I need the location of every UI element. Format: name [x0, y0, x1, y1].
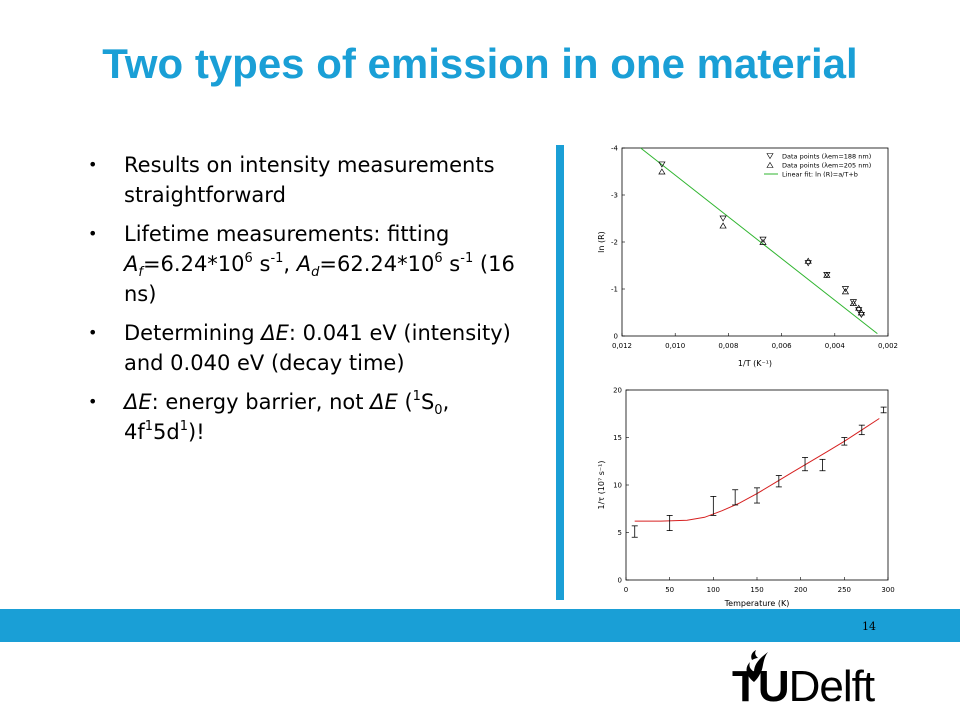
arrhenius-chart: 0,012 0,010 0,008 0,006 0,004 0,002 0 -1 -2 -3 -4 1…	[597, 145, 898, 369]
bullet-list: Results on intensity measurements straig…	[86, 150, 536, 456]
x-axis-label: 1/T (K⁻¹)	[738, 359, 772, 368]
bullet-text: Lifetime measurements: fitting	[124, 222, 450, 246]
bullet-item-3: Determining ΔE: 0.041 eV (intensity) and…	[86, 318, 536, 378]
subscript: 0	[434, 403, 443, 419]
data-point-188	[719, 215, 727, 222]
superscript: -1	[270, 251, 284, 266]
data-point-205	[759, 238, 767, 245]
y-tick-label: 0	[618, 577, 622, 585]
bullet-item-4: ΔE: energy barrier, not ΔE (1S0, 4f15d1)…	[86, 387, 536, 447]
x-tick-label: 50	[665, 586, 674, 594]
data-point-205	[849, 299, 858, 306]
y-tick-label: -1	[611, 286, 618, 294]
symbol-delta-e: ΔE	[261, 321, 289, 345]
page-number: 14	[862, 620, 876, 633]
fit-curve	[634, 418, 880, 522]
data-point-205	[719, 222, 727, 229]
data-point-205	[823, 271, 831, 278]
data-point-205	[804, 257, 812, 264]
data-point-188	[658, 161, 666, 168]
decay-rate-chart: 0 50 100 150 200 250 300 0 5 10 15 20 Temperature (K…	[597, 387, 895, 609]
data-point-188	[823, 272, 831, 279]
subscript: d	[311, 265, 320, 281]
x-axis-label: Temperature (K)	[724, 599, 790, 608]
subscript: f	[138, 265, 143, 281]
symbol-a: A	[296, 252, 312, 276]
y-axis-label: 1/τ (10⁷ s⁻¹)	[597, 461, 606, 510]
legend-label: Linear fit: ln (R)=a/T+b	[782, 171, 858, 179]
data-point-188	[759, 236, 767, 243]
data-point-205	[857, 309, 866, 316]
legend-marker	[766, 153, 774, 160]
symbol-a: A	[124, 252, 139, 276]
value: =62.24*10	[319, 252, 435, 276]
legend-label: Data points (λem=205 nm)	[782, 162, 871, 170]
superscript: 1	[412, 389, 421, 404]
x-tick-label: 0	[624, 586, 628, 594]
x-tick-label: 0,010	[665, 342, 685, 350]
logo-text: TUDelft	[732, 662, 875, 711]
x-tick-label: 250	[838, 586, 851, 594]
superscript: -1	[460, 251, 474, 266]
y-tick-label: 5	[618, 529, 622, 537]
legend-marker	[766, 161, 774, 168]
x-tick-label: 0,006	[772, 342, 793, 350]
y-tick-label: 15	[613, 434, 622, 442]
tudelft-logo: TUDelft	[732, 648, 902, 714]
superscript: 1	[144, 419, 154, 434]
bullet-text: 5d	[153, 420, 180, 444]
bullet-text: : 0.041 eV (intensity) and 0.040 eV (dec…	[124, 321, 511, 375]
separator: ,	[283, 252, 297, 276]
x-tick-label: 0,004	[825, 342, 846, 350]
fit-line	[640, 147, 878, 335]
slide-title: Two types of emission in one material	[102, 40, 858, 87]
footer-band	[0, 609, 960, 642]
y-tick-label: 0	[614, 333, 618, 341]
legend-label: Data points (λem=188 nm)	[782, 153, 871, 161]
x-tick-label: 0,008	[718, 342, 738, 350]
y-tick-label: -2	[611, 239, 618, 247]
y-tick-label: 20	[613, 387, 622, 395]
bullet-text: : energy barrier, not	[151, 390, 371, 414]
bullet-text: Results on intensity measurements straig…	[124, 153, 495, 207]
vertical-divider	[556, 145, 564, 600]
data-point-205	[841, 288, 850, 295]
term-symbol: S	[420, 390, 435, 414]
bullet-item-2: Lifetime measurements: fitting Af=6.24*1…	[86, 219, 536, 309]
y-axis-label: ln (R)	[597, 231, 606, 253]
superscript: 6	[244, 251, 253, 266]
superscript: 6	[434, 251, 443, 266]
symbol-delta-e: ΔE	[124, 390, 152, 414]
x-tick-label: 0,012	[612, 342, 632, 350]
bullet-text: )!	[188, 420, 205, 444]
x-tick-label: 150	[750, 586, 763, 594]
x-tick-label: 200	[794, 586, 807, 594]
value: =6.24*10	[142, 252, 245, 276]
bullet-item-1: Results on intensity measurements straig…	[86, 150, 536, 210]
data-point-188	[849, 299, 858, 306]
y-tick-label: 10	[613, 482, 622, 490]
y-tick-label: -3	[611, 192, 618, 200]
bullet-text: (	[397, 390, 413, 414]
x-tick-label: 100	[707, 586, 720, 594]
data-point-188	[841, 286, 850, 293]
data-point-205	[855, 304, 863, 311]
x-tick-label: 300	[881, 586, 894, 594]
x-tick-label: 0,002	[878, 342, 898, 350]
symbol-delta-e: ΔE	[370, 390, 398, 414]
flame-icon	[746, 650, 768, 682]
unit: s	[442, 252, 461, 276]
superscript: 1	[179, 419, 189, 434]
y-tick-label: -4	[611, 145, 619, 153]
bullet-text: (16 ns)	[124, 252, 515, 306]
bullet-text: Determining	[124, 321, 262, 345]
unit: s	[252, 252, 271, 276]
data-point-205	[658, 168, 666, 175]
bullet-text: , 4f	[124, 390, 450, 444]
plot-frame	[625, 389, 889, 581]
